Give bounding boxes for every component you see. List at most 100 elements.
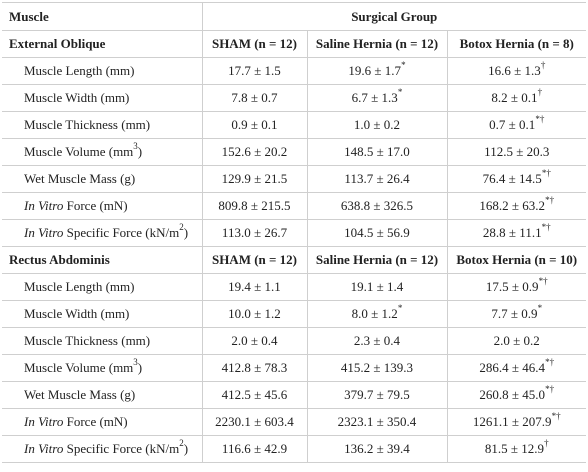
- value-text: 6.7 ± 1.3: [351, 90, 398, 105]
- measure-label: Muscle Width (mm): [2, 84, 203, 112]
- measure-label-text: Specific Force (kN/m: [63, 441, 180, 456]
- significance-marker: *†: [535, 113, 545, 124]
- measure-label: Wet Muscle Mass (g): [2, 381, 203, 409]
- value-cell: 6.7 ± 1.3*: [307, 84, 448, 112]
- section-title: Rectus Abdominis: [2, 246, 203, 274]
- value-text: 1261.1 ± 207.9: [472, 414, 552, 429]
- value-text: 19.4 ± 1.1: [228, 279, 281, 294]
- value-text: 286.4 ± 46.4: [479, 360, 546, 375]
- table-row: Muscle Length (mm) 17.7 ± 1.5 19.6 ± 1.7* 1…: [2, 57, 586, 85]
- significance-marker: †: [544, 437, 549, 448]
- table-row: Muscle Length (mm) 19.4 ± 1.1 19.1 ± 1.4 17…: [2, 273, 586, 301]
- value-cell: 809.8 ± 215.5: [202, 192, 308, 220]
- value-text: 2323.1 ± 350.4: [337, 414, 417, 429]
- significance-marker: *†: [545, 383, 555, 394]
- surgical-group-header: Surgical Group: [351, 8, 438, 24]
- value-cell: 116.6 ± 42.9: [202, 435, 308, 463]
- measure-label-text: Muscle Width (mm): [24, 306, 130, 321]
- value-text: 116.6 ± 42.9: [221, 441, 288, 456]
- muscle-data-table: Muscle Surgical Group External Oblique SH…: [2, 2, 586, 463]
- value-cell: 76.4 ± 14.5*†: [447, 165, 586, 193]
- value-cell: 148.5 ± 17.0: [307, 138, 448, 166]
- significance-marker: *: [397, 86, 403, 97]
- measure-label-text: Wet Muscle Mass (g): [24, 387, 136, 402]
- measure-label: In Vitro Specific Force (kN/m2): [2, 219, 203, 247]
- value-cell: 1.0 ± 0.2: [307, 111, 448, 139]
- measure-label-text: Muscle Thickness (mm): [24, 333, 151, 348]
- measure-label-suffix: ): [137, 144, 143, 159]
- value-cell: 168.2 ± 63.2*†: [447, 192, 586, 220]
- measure-label-suffix: ): [183, 441, 189, 456]
- significance-marker: †: [540, 59, 546, 70]
- value-text: 152.6 ± 20.2: [221, 144, 288, 159]
- value-cell: 113.0 ± 26.7: [202, 219, 308, 247]
- value-text: 17.5 ± 0.9: [485, 279, 539, 294]
- measure-label-superscript: 3: [133, 356, 138, 367]
- measure-label-text: Muscle Width (mm): [24, 90, 130, 105]
- section-header-row: External Oblique SHAM (n = 12) Saline Hern…: [2, 30, 586, 58]
- value-cell: 104.5 ± 56.9: [307, 219, 448, 247]
- value-cell: 113.7 ± 26.4: [307, 165, 448, 193]
- value-text: 1.0 ± 0.2: [353, 117, 401, 132]
- value-cell: 8.0 ± 1.2*: [307, 300, 448, 328]
- measure-label-superscript: 3: [133, 140, 138, 151]
- value-cell: 10.0 ± 1.2: [202, 300, 308, 328]
- measure-label-italic: In Vitro: [24, 198, 64, 213]
- table-row: Muscle Width (mm) 10.0 ± 1.2 8.0 ± 1.2* 7.7…: [2, 300, 586, 328]
- measure-label-text: Muscle Length (mm): [24, 279, 135, 294]
- significance-marker: *†: [541, 167, 551, 178]
- table-row: Wet Muscle Mass (g) 129.9 ± 21.5 113.7 ± 2…: [2, 165, 586, 193]
- value-cell: 19.1 ± 1.4: [307, 273, 448, 301]
- value-cell: 19.6 ± 1.7*: [307, 57, 448, 85]
- value-cell: 112.5 ± 20.3: [447, 138, 586, 166]
- section-header-row: Rectus Abdominis SHAM (n = 12) Saline Hern…: [2, 246, 586, 274]
- value-text: 16.6 ± 1.3: [488, 63, 541, 78]
- table-row: Muscle Thickness (mm) 2.0 ± 0.4 2.3 ± 0.4 2…: [2, 327, 586, 355]
- value-text: 809.8 ± 215.5: [218, 198, 291, 213]
- measure-label-italic: In Vitro: [24, 414, 64, 429]
- value-text: 260.8 ± 45.0: [479, 387, 546, 402]
- value-text: 19.6 ± 1.7: [348, 63, 402, 78]
- significance-marker: *†: [538, 275, 548, 286]
- measure-label-italic: In Vitro: [24, 225, 64, 240]
- value-cell: 2.0 ± 0.2: [447, 327, 586, 355]
- value-cell: 17.5 ± 0.9*†: [447, 273, 586, 301]
- value-text: 81.5 ± 12.9: [484, 441, 545, 456]
- value-text: 0.9 ± 0.1: [231, 117, 278, 132]
- measure-label-suffix: ): [137, 360, 143, 375]
- group-column-header: Botox Hernia (n = 10): [447, 246, 586, 274]
- value-cell: 7.7 ± 0.9*: [447, 300, 586, 328]
- value-cell: 412.5 ± 45.6: [202, 381, 308, 409]
- value-text: 112.5 ± 20.3: [484, 144, 550, 159]
- value-cell: 2.0 ± 0.4: [202, 327, 308, 355]
- value-cell: 152.6 ± 20.2: [202, 138, 308, 166]
- value-text: 76.4 ± 14.5: [482, 171, 542, 186]
- measure-label-italic: In Vitro: [24, 441, 64, 456]
- significance-marker: *: [401, 59, 406, 70]
- measure-label-superscript: 2: [179, 221, 184, 232]
- value-text: 638.8 ± 326.5: [340, 198, 414, 213]
- value-cell: 260.8 ± 45.0*†: [447, 381, 586, 409]
- value-text: 129.9 ± 21.5: [221, 171, 288, 186]
- section-title: External Oblique: [2, 30, 203, 58]
- group-column-header: Botox Hernia (n = 8): [447, 30, 586, 58]
- table-row: Wet Muscle Mass (g) 412.5 ± 45.6 379.7 ± 7…: [2, 381, 586, 409]
- value-cell: 412.8 ± 78.3: [202, 354, 308, 382]
- value-cell: 0.7 ± 0.1*†: [447, 111, 586, 139]
- significance-marker: *†: [541, 221, 551, 232]
- value-text: 19.1 ± 1.4: [350, 279, 404, 294]
- table-row: In Vitro Specific Force (kN/m2) 113.0 ± 2…: [2, 219, 586, 247]
- value-cell: 2323.1 ± 350.4: [307, 408, 448, 436]
- table-row: In Vitro Force (mN) 809.8 ± 215.5 638.8 ± …: [2, 192, 586, 220]
- value-cell: 81.5 ± 12.9†: [447, 435, 586, 463]
- value-text: 104.5 ± 56.9: [344, 225, 410, 240]
- value-cell: 2230.1 ± 603.4: [202, 408, 308, 436]
- measure-label: In Vitro Force (mN): [2, 408, 203, 436]
- value-cell: 0.9 ± 0.1: [202, 111, 308, 139]
- table-row: Muscle Thickness (mm) 0.9 ± 0.1 1.0 ± 0.2 0…: [2, 111, 586, 139]
- measure-label-text: Force (mN): [63, 198, 128, 213]
- value-cell: 136.2 ± 39.4: [307, 435, 448, 463]
- value-text: 7.8 ± 0.7: [231, 90, 278, 105]
- value-cell: 17.7 ± 1.5: [202, 57, 308, 85]
- value-text: 10.0 ± 1.2: [228, 306, 281, 321]
